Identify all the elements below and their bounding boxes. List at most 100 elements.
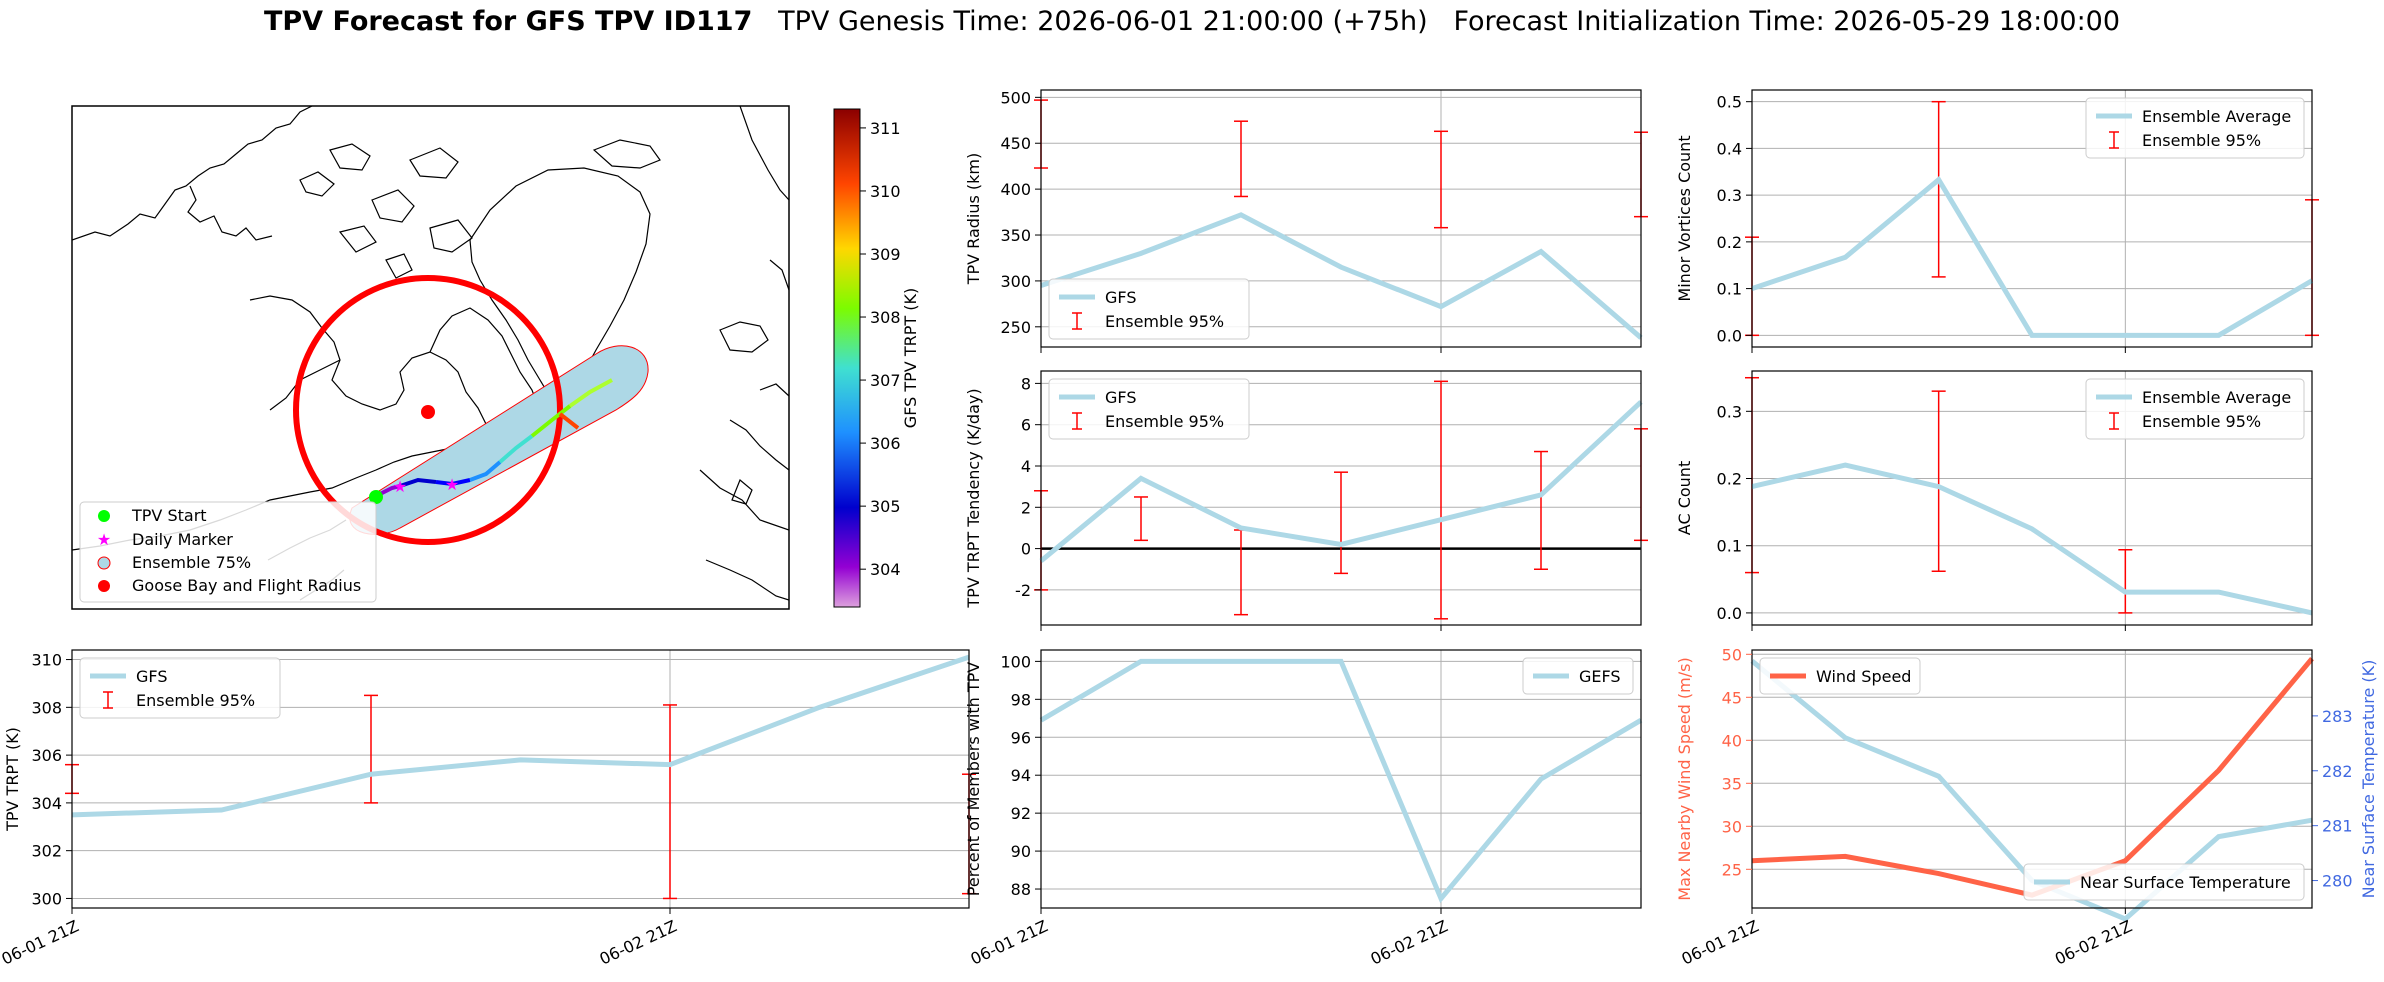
xtick-label: 06-01 21Z (968, 916, 1051, 968)
ytick-label: 0.1 (1717, 537, 1742, 556)
ytick-label: 96 (1011, 728, 1031, 747)
map-legend-3: Goose Bay and Flight Radius (132, 576, 361, 595)
xtick-label: 06-02 21Z (2052, 916, 2135, 968)
colorbar-tick-label: 311 (870, 119, 901, 138)
ytick-label: 50 (1722, 645, 1742, 664)
ytick-label: 45 (1722, 688, 1742, 707)
errorbar (1134, 496, 1148, 542)
legend-label: GFS (1105, 288, 1136, 307)
panel-minor: 0.0 0.1 0.2 0.3 0.4 0.5 Minor Vortices Count En… (1675, 89, 2319, 353)
ytick-label: 25 (1722, 860, 1742, 879)
ytick-label: 6 (1021, 416, 1031, 435)
ytick-label: 450 (1000, 134, 1031, 153)
plot-frame (1751, 649, 2313, 909)
errorbar (364, 694, 378, 804)
legend-label: Wind Speed (1816, 667, 1911, 686)
ytick-right-label: 280 (2322, 872, 2353, 891)
ytick-label: 0.2 (1717, 470, 1742, 489)
legend: Ensemble Average Ensemble 95% (2085, 97, 2305, 159)
errorbar (1534, 450, 1548, 570)
legend-box (2085, 378, 2305, 440)
legend-box (1759, 657, 1921, 695)
xtick-label: 06-02 21Z (1368, 916, 1451, 968)
ytick-label: 90 (1011, 842, 1031, 861)
ytick-label: 250 (1000, 318, 1031, 337)
colorbar-tick-label: 305 (870, 497, 901, 516)
series-line (1039, 400, 1643, 563)
legend-label: Ensemble Average (2142, 107, 2291, 126)
legend-label: Ensemble Average (2142, 388, 2291, 407)
ytick-label: 302 (31, 842, 62, 861)
legend-label: Ensemble 95% (1105, 312, 1224, 331)
ytick-label: 500 (1000, 88, 1031, 107)
ytick-label: 92 (1011, 804, 1031, 823)
panel-wind: 280 281 282 283 Near Surface Temperature (K)… (1675, 645, 2378, 968)
ytick-label: 0.0 (1717, 604, 1742, 623)
ytick-right-label: 281 (2322, 817, 2353, 836)
series-line (1040, 212, 1643, 340)
legend-box (1522, 657, 1634, 695)
errorbar (1931, 390, 1946, 572)
legend-label: GFS (136, 667, 167, 686)
ytick-label: -2 (1015, 581, 1031, 600)
errorbar (1434, 130, 1448, 229)
ytick-label: 4 (1021, 457, 1031, 476)
ylabel: AC Count (1675, 461, 1694, 535)
plot-frame (1751, 370, 2313, 626)
ytick-label: 304 (31, 794, 62, 813)
colorbar-tick-label: 306 (870, 434, 901, 453)
ytick-label: 94 (1011, 766, 1031, 785)
ytick-label: 35 (1722, 774, 1742, 793)
ylabel: Max Nearby Wind Speed (m/s) (1675, 657, 1694, 900)
ytick-label: 0.0 (1717, 326, 1742, 345)
legend-label: GFS (1105, 388, 1136, 407)
title-bold: TPV Forecast for GFS TPV ID117 (263, 6, 753, 37)
colorbar-label: GFS TPV TRPT (K) (901, 288, 920, 428)
legend-label: Ensemble 95% (2142, 131, 2261, 150)
ylabel: Minor Vortices Count (1675, 135, 1694, 301)
legend: GFS Ensemble 95% (1048, 378, 1250, 440)
map-legend-2: Ensemble 75% (132, 553, 251, 572)
ytick-label: 310 (31, 651, 62, 670)
ytick-label: 0.1 (1717, 280, 1742, 299)
ytick-label: 2 (1021, 498, 1031, 517)
daily-marker-2: ★ (445, 475, 459, 494)
xtick-label: 06-02 21Z (597, 916, 680, 968)
ytick-label: 300 (31, 889, 62, 908)
ytick-label: 8 (1021, 374, 1031, 393)
legend: Wind Speed (1759, 657, 1921, 695)
plot-frame (1751, 89, 2313, 348)
ytick-label: 300 (1000, 272, 1031, 291)
ytick-label: 98 (1011, 690, 1031, 709)
series-line (71, 654, 970, 818)
legend-daily-icon: ★ (97, 530, 111, 549)
plot-frame (1040, 649, 1642, 909)
legend: Near Surface Temperature (2023, 863, 2305, 901)
series-line (1039, 658, 1643, 904)
ytick-label: 0.4 (1717, 139, 1742, 158)
errorbar (1334, 471, 1348, 575)
colorbar-tick-label: 309 (870, 245, 901, 264)
coastlines (72, 106, 789, 601)
colorbar-tick-label: 307 (870, 371, 901, 390)
flight-radius-circle (293, 275, 563, 545)
ytick-label: 40 (1722, 731, 1742, 750)
ylabel: TPV TRPT (K) (3, 727, 22, 832)
legend-label: Ensemble 95% (1105, 412, 1224, 431)
plot-frame (1040, 89, 1642, 348)
ytick-label: 30 (1722, 817, 1742, 836)
legend-box (1048, 378, 1250, 440)
ylabel: TPV Radius (km) (964, 153, 983, 286)
legend-label: Ensemble 95% (2142, 412, 2261, 431)
colorbar-tick-label: 304 (870, 560, 901, 579)
title-init: Forecast Initialization Time: 2026-05-29… (1453, 6, 2121, 37)
legend-box (2023, 863, 2305, 901)
ytick-label: 0.2 (1717, 233, 1742, 252)
series-line (1751, 175, 2314, 338)
figure-title: TPV Forecast for GFS TPV ID117 TPV Genes… (0, 6, 2384, 37)
errorbar (663, 704, 677, 900)
legend-label: GEFS (1579, 667, 1621, 686)
legend-label: Near Surface Temperature (2080, 873, 2291, 892)
ylabel: TPV TRPT Tendency (K/day) (964, 388, 983, 608)
